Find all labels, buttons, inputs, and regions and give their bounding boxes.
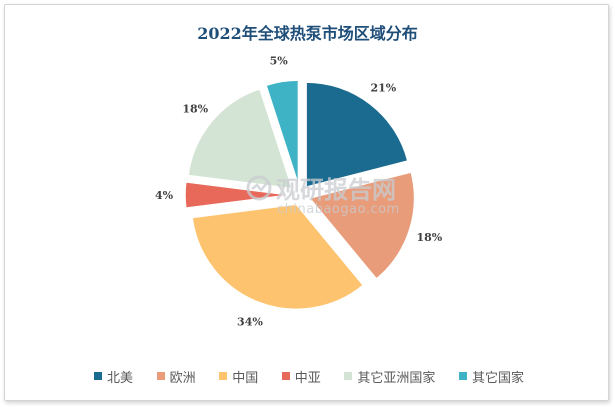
pie-slice-1 xyxy=(305,81,409,189)
data-label-4: 4% xyxy=(155,189,174,202)
legend-label: 其它亚洲国家 xyxy=(357,370,436,386)
legend-label: 欧洲 xyxy=(169,370,196,386)
watermark-url: chinabaogao.com xyxy=(277,202,400,217)
legend-item-3: 中国 xyxy=(219,367,258,386)
pie-slice-5 xyxy=(187,87,294,190)
legend-label: 其它国家 xyxy=(471,370,524,386)
watermark-brand: 观研报告网 xyxy=(276,176,396,204)
pie-slice-3 xyxy=(191,203,365,311)
pie-data-labels: 21% 18% 34% 4% 18% 5% xyxy=(155,55,443,329)
legend-item-5: 其它亚洲国家 xyxy=(344,367,435,386)
chart-title: 2022年全球热泵市场区域分布 xyxy=(197,24,418,43)
pie-slices xyxy=(184,79,416,311)
data-label-5: 18% xyxy=(182,102,208,115)
pie-slice-2 xyxy=(308,171,416,281)
legend-item-6: 其它国家 xyxy=(458,367,524,386)
legend-label: 北美 xyxy=(107,370,134,386)
data-label-6: 5% xyxy=(270,55,289,68)
legend-swatch xyxy=(94,372,102,380)
legend-swatch xyxy=(281,372,290,380)
data-label-1: 21% xyxy=(370,82,396,95)
chart-frame xyxy=(4,4,609,401)
chart-legend: 北美 欧洲 中国 中亚 其它亚洲国家 其它国家 xyxy=(86,364,532,388)
data-label-3: 34% xyxy=(237,315,263,328)
pie-slice-6 xyxy=(265,79,300,186)
legend-label: 中国 xyxy=(232,370,259,386)
watermark-logo-icon xyxy=(246,175,272,201)
legend-swatch xyxy=(458,372,467,380)
pie-slice-4 xyxy=(184,181,291,209)
legend-swatch xyxy=(219,372,228,380)
legend-swatch xyxy=(156,372,165,380)
legend-item-2: 欧洲 xyxy=(156,367,196,386)
watermark: 观研报告网 chinabaogao.com xyxy=(246,175,400,217)
legend-label: 中亚 xyxy=(294,370,321,386)
legend-item-4: 中亚 xyxy=(281,367,321,386)
legend-swatch xyxy=(344,372,353,380)
data-label-2: 18% xyxy=(416,231,442,244)
legend-item-1: 北美 xyxy=(94,367,133,386)
